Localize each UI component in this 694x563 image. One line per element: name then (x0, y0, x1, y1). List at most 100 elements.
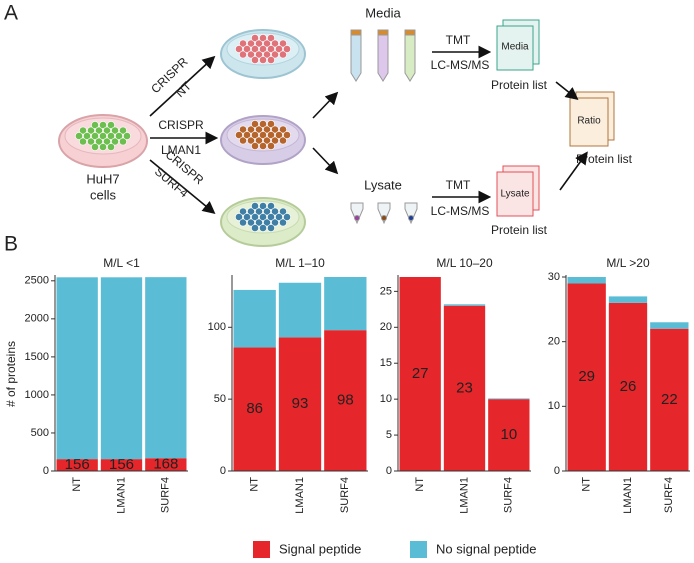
bar-segment (488, 399, 530, 471)
cell (247, 207, 255, 216)
cell (267, 213, 275, 221)
legend-swatch (253, 541, 270, 558)
condition-label: CRISPR (158, 118, 204, 132)
cell (251, 224, 259, 232)
bar-segment (324, 330, 367, 471)
chart-title: M/L 10–20 (436, 256, 493, 270)
data-label: 22 (661, 391, 678, 408)
cell (259, 142, 267, 150)
cell (267, 224, 275, 232)
cell (75, 132, 83, 140)
arrow (312, 147, 339, 175)
cell (267, 142, 275, 150)
cell (99, 132, 107, 140)
chart-title: M/L <1 (103, 256, 140, 270)
x-tick-label: LMAN1 (622, 477, 634, 514)
y-tick-label: 30 (548, 271, 560, 283)
cell (107, 143, 115, 151)
cell (259, 34, 267, 42)
cell (243, 131, 251, 139)
lysate-tubes (350, 202, 418, 225)
cell (239, 125, 247, 134)
method-label: LC-MS/MS (431, 58, 490, 72)
card-label: Lysate (500, 189, 530, 200)
cell (99, 121, 107, 129)
x-tick-label: NT (71, 477, 83, 492)
cell (251, 202, 259, 210)
cell (271, 207, 279, 216)
y-tick-label: 2500 (25, 275, 49, 287)
cell (107, 132, 115, 140)
cell (271, 125, 279, 134)
media-card (496, 19, 540, 71)
data-label: 168 (153, 456, 178, 473)
cell (263, 136, 271, 145)
y-tick-label: 100 (208, 321, 226, 333)
output-label: Protein list (491, 223, 548, 237)
cell (115, 132, 123, 140)
cell (259, 56, 267, 64)
y-tick-label: 0 (43, 465, 49, 477)
x-tick-label: NT (249, 477, 261, 492)
charts: M/L <1# of proteins050010001500200025001… (4, 256, 690, 558)
bar-segment (567, 283, 606, 471)
y-tick-label: 50 (214, 393, 226, 405)
y-tick-label: 0 (554, 465, 560, 477)
arrow (149, 55, 216, 117)
bar-segment (278, 337, 322, 471)
bar-segment (278, 282, 322, 338)
cell (235, 131, 243, 139)
cell (235, 213, 243, 221)
cell (283, 131, 291, 139)
cell (87, 126, 95, 135)
cell (103, 126, 111, 135)
x-tick-label: LMAN1 (115, 477, 127, 514)
y-tick-label: 2000 (25, 313, 49, 325)
cell (255, 125, 263, 134)
data-label: 23 (456, 379, 473, 396)
data-label: 156 (109, 456, 134, 473)
bar-segment (608, 302, 648, 471)
bar-segment (145, 277, 187, 459)
y-tick-label: 0 (220, 465, 226, 477)
ratio-card (569, 91, 615, 147)
cell (239, 136, 247, 145)
cell (247, 39, 255, 48)
cell (275, 45, 283, 53)
cell (267, 202, 275, 210)
cell (267, 34, 275, 42)
cell (259, 224, 267, 232)
source-label: cells (90, 187, 117, 202)
y-tick-label: 1500 (25, 351, 49, 363)
cell (279, 136, 287, 145)
cell (255, 39, 263, 48)
cell (251, 120, 259, 128)
x-tick-label: NT (414, 477, 426, 492)
y-tick-label: 20 (548, 336, 560, 348)
cell (279, 50, 287, 59)
cell (263, 218, 271, 227)
x-tick-label: NT (581, 477, 593, 492)
cell (251, 34, 259, 42)
cell (247, 125, 255, 134)
data-label: 86 (246, 400, 263, 417)
cell (91, 132, 99, 140)
chart-title: M/L 1–10 (275, 256, 325, 270)
card-label: Ratio (577, 116, 601, 127)
cell (267, 45, 275, 53)
cell (239, 207, 247, 216)
y-tick-label: 10 (380, 393, 392, 405)
cell (251, 45, 259, 53)
cell (271, 50, 279, 59)
y-tick-label: 0 (386, 465, 392, 477)
cell (247, 50, 255, 59)
data-label: 29 (578, 368, 595, 385)
cell (103, 137, 111, 146)
cell (267, 56, 275, 64)
cell (259, 45, 267, 53)
data-label: 27 (412, 365, 429, 382)
bar-segment (488, 398, 530, 400)
cell (251, 213, 259, 221)
y-tick-label: 25 (380, 285, 392, 297)
